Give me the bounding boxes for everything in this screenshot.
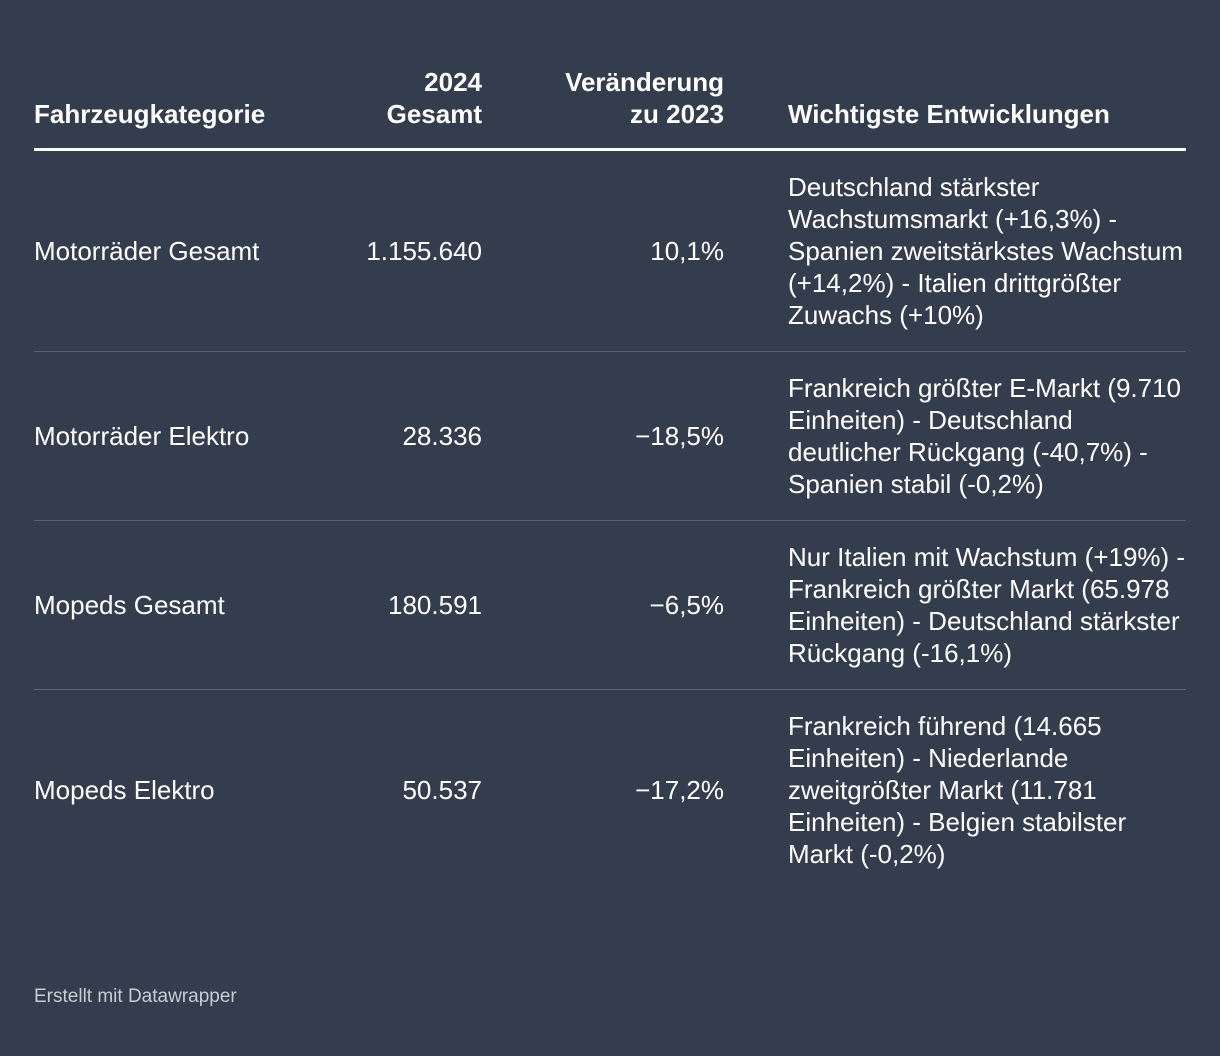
cell-developments: Frankreich führend (14.665 Einheiten) - … <box>788 711 1127 869</box>
cell-category: Motorräder Elektro <box>34 421 250 451</box>
cell-total: 50.537 <box>402 775 482 805</box>
cell-developments: Frankreich größter E-Markt (9.710 Einhei… <box>788 373 1182 499</box>
cell-category: Mopeds Elektro <box>34 775 215 805</box>
header-change-line1: Veränderung <box>565 67 724 97</box>
header-category: Fahrzeugkategorie <box>34 99 266 129</box>
cell-developments: Deutschland stärkster Wachstumsmarkt (+1… <box>788 172 1183 330</box>
table-row: Mopeds Gesamt 180.591 −6,5% Nur Italien … <box>34 521 1186 690</box>
table-header-row: Fahrzeugkategorie 2024 Gesamt Veränderun… <box>34 66 1186 151</box>
header-change-line2: zu 2023 <box>630 99 724 129</box>
cell-change: 10,1% <box>650 236 724 266</box>
table-row: Motorräder Gesamt 1.155.640 10,1% Deutsc… <box>34 151 1186 352</box>
header-total-line2: Gesamt <box>386 99 482 129</box>
cell-total: 1.155.640 <box>366 236 482 266</box>
cell-category: Mopeds Gesamt <box>34 590 225 620</box>
footer-credit: Erstellt mit Datawrapper <box>34 986 237 1007</box>
header-total-line1: 2024 <box>424 67 482 97</box>
header-developments: Wichtigste Entwicklungen <box>788 99 1110 129</box>
cell-developments: Nur Italien mit Wachstum (+19%) - Frankr… <box>788 542 1186 668</box>
table-row: Motorräder Elektro 28.336 −18,5% Frankre… <box>34 352 1186 521</box>
data-table: Fahrzeugkategorie 2024 Gesamt Veränderun… <box>34 66 1186 890</box>
header-change: Veränderung zu 2023 <box>482 66 724 130</box>
cell-change: −17,2% <box>635 775 724 805</box>
cell-total: 180.591 <box>388 590 482 620</box>
cell-category: Motorräder Gesamt <box>34 236 260 266</box>
cell-change: −6,5% <box>649 590 724 620</box>
cell-total: 28.336 <box>402 421 482 451</box>
table-row: Mopeds Elektro 50.537 −17,2% Frankreich … <box>34 690 1186 890</box>
cell-change: −18,5% <box>635 421 724 451</box>
header-total-2024: 2024 Gesamt <box>334 66 482 130</box>
